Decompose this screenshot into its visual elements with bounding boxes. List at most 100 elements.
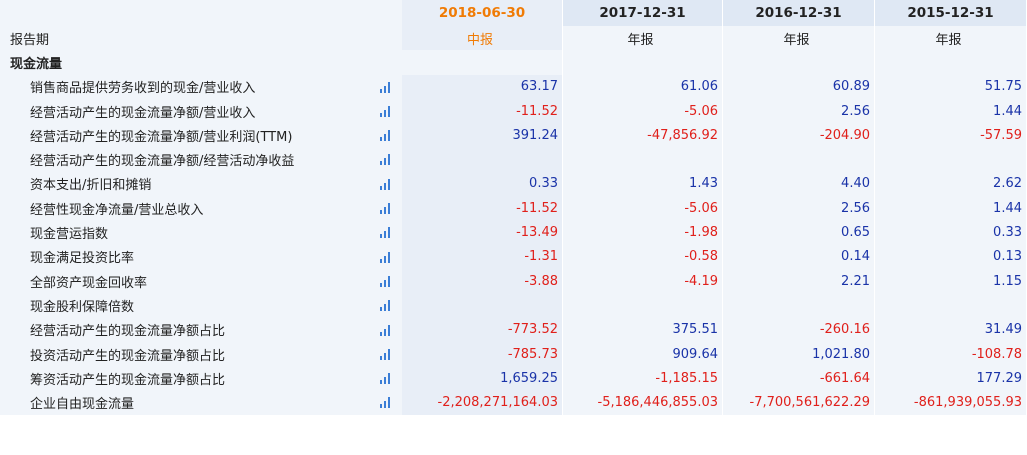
row-label-text: 投资活动产生的现金流量净额占比	[30, 348, 226, 364]
value-cell: -0.58	[563, 244, 723, 269]
bar-chart-icon[interactable]	[380, 275, 392, 287]
row-label-text: 现金营运指数	[30, 227, 109, 243]
table-row: 现金满足投资比率 -1.31 -0.58 0.14 0.13	[0, 244, 1027, 269]
table-row: 投资活动产生的现金流量净额占比 -785.73 909.64 1,021.80 -108…	[0, 341, 1027, 367]
bar-chart-icon[interactable]	[380, 324, 392, 336]
value-cell: -5.06	[563, 196, 723, 221]
table-row: 筹资活动产生的现金流量净额占比 1,659.25 -1,185.15 -661.64 1…	[0, 366, 1027, 391]
table-row: 现金股利保障倍数	[0, 293, 1027, 318]
value-cell: -11.52	[402, 98, 563, 124]
table-row: 企业自由现金流量 -2,208,271,164.03 -5,186,446,855.…	[0, 390, 1027, 415]
bar-chart-icon[interactable]	[380, 251, 392, 263]
row-label: 经营活动产生的现金流量净额占比	[0, 317, 402, 342]
date-column-header[interactable]: 2018-06-30	[402, 0, 563, 26]
bar-chart-icon[interactable]	[380, 396, 392, 409]
bar-chart-icon[interactable]	[380, 178, 392, 190]
value-cell: -5,186,446,855.03	[563, 390, 723, 415]
value-cell	[563, 147, 723, 172]
bar-chart-icon[interactable]	[380, 226, 392, 239]
row-label: 全部资产现金回收率	[0, 268, 402, 294]
table-row: 销售商品提供劳务收到的现金/营业收入 63.17 61.06 60.89 51.75	[0, 74, 1027, 99]
value-cell: -1,185.15	[563, 366, 723, 391]
value-cell: -204.90	[723, 123, 875, 148]
value-cell	[875, 293, 1027, 318]
row-label: 经营活动产生的现金流量净额/营业收入	[0, 98, 402, 124]
row-label-text: 全部资产现金回收率	[30, 275, 148, 291]
value-cell: 1,659.25	[402, 366, 563, 391]
row-label-text: 现金满足投资比率	[30, 251, 135, 267]
row-label: 经营性现金净流量/营业总收入	[0, 196, 402, 221]
value-cell: -861,939,055.93	[875, 390, 1027, 415]
value-cell	[402, 293, 563, 318]
value-cell: 909.64	[563, 341, 723, 367]
bar-chart-icon[interactable]	[380, 202, 392, 215]
value-cell: 375.51	[563, 317, 723, 342]
row-label-text: 经营活动产生的现金流量净额占比	[30, 324, 226, 340]
date-column-header[interactable]: 2016-12-31	[723, 0, 875, 26]
table-row: 经营活动产生的现金流量净额/营业利润(TTM) 391.24 -47,856.92-…	[0, 123, 1027, 148]
value-cell: -2,208,271,164.03	[402, 390, 563, 415]
value-cell: -5.06	[563, 98, 723, 124]
bar-chart-icon[interactable]	[380, 372, 392, 385]
value-cell	[402, 147, 563, 172]
value-cell: -1.98	[563, 220, 723, 245]
bar-chart-icon[interactable]	[380, 299, 392, 312]
date-column-header[interactable]: 2017-12-31	[563, 0, 723, 26]
value-cell: -11.52	[402, 196, 563, 221]
value-cell: -785.73	[402, 341, 563, 367]
value-cell: -13.49	[402, 220, 563, 245]
value-cell: 51.75	[875, 74, 1027, 99]
value-cell: -7,700,561,622.29	[723, 390, 875, 415]
row-label-text: 经营活动产生的现金流量净额/经营活动净收益	[30, 154, 295, 170]
value-cell: 31.49	[875, 317, 1027, 342]
value-cell: 2.56	[723, 98, 875, 124]
value-cell: -4.19	[563, 268, 723, 294]
row-label-text: 现金股利保障倍数	[30, 299, 135, 315]
row-label: 经营活动产生的现金流量净额/营业利润(TTM)	[0, 123, 402, 148]
value-cell: -108.78	[875, 341, 1027, 367]
report-period-row: 报告期 中报 年报 年报 年报	[0, 26, 1027, 51]
value-cell: 1,021.80	[723, 341, 875, 367]
value-cell: -47,856.92	[563, 123, 723, 148]
bar-chart-icon[interactable]	[380, 153, 392, 166]
value-cell: -3.88	[402, 268, 563, 294]
row-label: 企业自由现金流量	[0, 390, 402, 415]
table-row: 全部资产现金回收率 -3.88 -4.19 2.21 1.15	[0, 268, 1027, 294]
value-cell: 0.13	[875, 244, 1027, 269]
row-label: 资本支出/折旧和摊销	[0, 171, 402, 197]
report-type-cell: 中报	[402, 26, 563, 51]
value-cell: 0.33	[875, 220, 1027, 245]
value-cell: 2.21	[723, 268, 875, 294]
row-label-text: 经营活动产生的现金流量净额/营业收入	[30, 105, 256, 121]
value-cell: 0.14	[723, 244, 875, 269]
row-label-text: 经营活动产生的现金流量净额/营业利润(TTM)	[30, 129, 293, 145]
row-label: 现金营运指数	[0, 220, 402, 245]
header-row: 2018-06-30 2017-12-31 2016-12-31 2015-12…	[0, 0, 1027, 26]
value-cell: -773.52	[402, 317, 563, 342]
bar-chart-icon[interactable]	[380, 348, 392, 360]
row-label: 现金股利保障倍数	[0, 293, 402, 318]
value-cell	[723, 147, 875, 172]
report-period-label: 报告期	[0, 26, 402, 51]
value-cell: -661.64	[723, 366, 875, 391]
value-cell: 1.43	[563, 171, 723, 197]
date-column-header[interactable]: 2015-12-31	[875, 0, 1027, 26]
table-row: 资本支出/折旧和摊销 0.33 1.43 4.40 2.62	[0, 171, 1027, 197]
bar-chart-icon[interactable]	[380, 105, 392, 117]
value-cell: -1.31	[402, 244, 563, 269]
bar-chart-icon[interactable]	[380, 81, 392, 93]
value-cell: 2.56	[723, 196, 875, 221]
table-row: 经营活动产生的现金流量净额/经营活动净收益	[0, 147, 1027, 172]
row-label: 投资活动产生的现金流量净额占比	[0, 341, 402, 367]
bar-chart-icon[interactable]	[380, 129, 392, 142]
value-cell: 61.06	[563, 74, 723, 99]
row-label-text: 企业自由现金流量	[30, 397, 135, 413]
value-cell	[723, 293, 875, 318]
report-type-cell: 年报	[723, 26, 875, 51]
cashflow-table: 2018-06-30 2017-12-31 2016-12-31 2015-12…	[0, 0, 1027, 415]
row-label: 经营活动产生的现金流量净额/经营活动净收益	[0, 147, 402, 172]
table-row: 经营活动产生的现金流量净额占比 -773.52 375.51 -260.16 31.49	[0, 317, 1027, 342]
table-row: 经营性现金净流量/营业总收入 -11.52 -5.06 2.56 1.44	[0, 196, 1027, 221]
header-corner	[0, 0, 402, 26]
section-row: 现金流量	[0, 50, 1027, 75]
